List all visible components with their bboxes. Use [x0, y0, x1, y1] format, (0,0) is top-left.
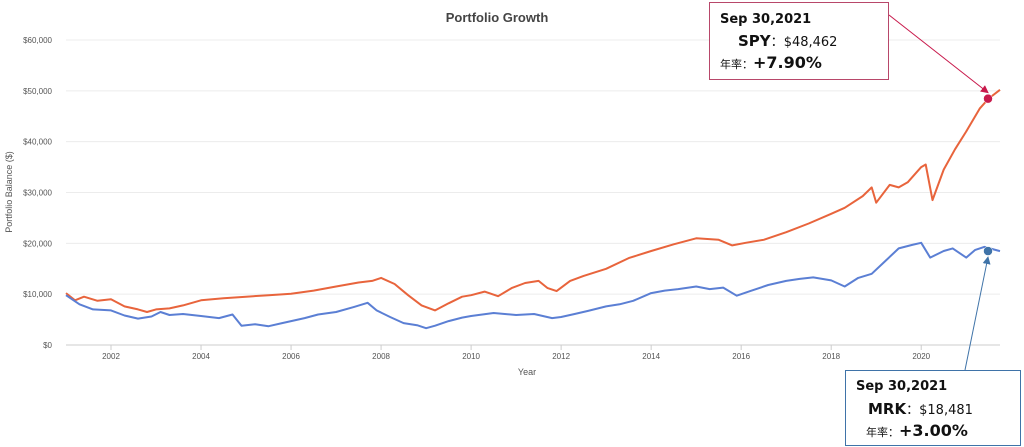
mrk-callout-box: Sep 30,2021 MRK：$18,481 年率：+3.00%	[845, 370, 1021, 446]
mrk-callout-value: $18,481	[919, 403, 973, 418]
x-tick-label: 2002	[102, 352, 120, 361]
y-tick-label: $60,000	[23, 36, 52, 45]
spy-callout-rate-label: 年率：	[720, 58, 753, 71]
series-line-spy	[65, 89, 1001, 313]
spy-callout-ticker: SPY	[738, 32, 771, 50]
spy-callout-box: Sep 30,2021 SPY：$48,462 年率：+7.90%	[709, 2, 889, 80]
y-axis-title: Portfolio Balance ($)	[4, 151, 14, 233]
x-tick-label: 2008	[372, 352, 390, 361]
x-tick-label: 2014	[642, 352, 660, 361]
y-tick-label: $20,000	[23, 239, 52, 248]
annotation-arrows	[888, 14, 993, 371]
chart-title: Portfolio Growth	[446, 10, 549, 25]
y-tick-label: $10,000	[23, 290, 52, 299]
spy-callout-rate-line: 年率：+7.90%	[720, 53, 822, 72]
spy-callout-rate: +7.90%	[753, 53, 822, 72]
mrk-callout-rate-line: 年率：+3.00%	[866, 421, 968, 440]
x-axis-title: Year	[518, 367, 536, 377]
mrk-callout-ticker: MRK	[868, 400, 907, 418]
mrk-callout-date: Sep 30,2021	[856, 379, 948, 394]
x-tick-label: 2018	[822, 352, 840, 361]
spy-callout-date: Sep 30,2021	[720, 12, 812, 27]
spy-callout-separator: ：	[770, 35, 784, 50]
mrk-callout-rate-label: 年率：	[866, 426, 899, 439]
mrk-callout-separator: ：	[906, 403, 920, 418]
y-tick-label: $30,000	[23, 189, 52, 198]
y-tick-label: $50,000	[23, 87, 52, 96]
x-tick-label: 2006	[282, 352, 300, 361]
y-tick-label: $40,000	[23, 138, 52, 147]
x-tick-label: 2020	[912, 352, 930, 361]
spy-callout-arrow	[888, 14, 989, 94]
y-tick-label: $0	[43, 341, 52, 350]
spy-callout-value: $48,462	[783, 35, 838, 50]
spy-callout-value-line: SPY：$48,462	[738, 31, 837, 50]
series-line-mrk	[65, 241, 1001, 330]
mrk-end-marker	[983, 246, 993, 256]
x-tick-label: 2016	[732, 352, 750, 361]
spy-end-marker	[983, 93, 993, 104]
x-tick-label: 2010	[462, 352, 480, 361]
x-tick-label: 2012	[552, 352, 570, 361]
series-lines	[65, 89, 1001, 330]
mrk-callout-value-line: MRK：$18,481	[868, 399, 973, 418]
mrk-callout-arrow	[964, 256, 991, 371]
y-axis-ticks: $0 $10,000 $20,000 $30,000 $40,000 $50,000 $60…	[23, 36, 52, 350]
x-axis-ticks: 2002 2004 2006 2008 2010 2012 2014 2016 2018 2020	[102, 345, 931, 361]
x-tick-label: 2004	[192, 352, 210, 361]
mrk-callout-rate: +3.00%	[899, 421, 968, 440]
